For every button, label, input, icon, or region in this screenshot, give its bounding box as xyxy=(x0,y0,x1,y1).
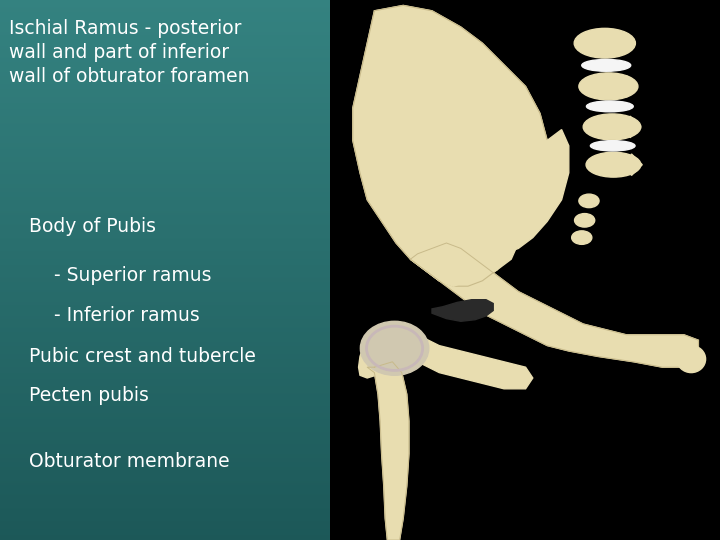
Ellipse shape xyxy=(590,140,635,151)
Text: Pubic crest and tubercle: Pubic crest and tubercle xyxy=(29,347,256,366)
Text: Ischial Ramus - posterior
wall and part of inferior
wall of obturator foramen: Ischial Ramus - posterior wall and part … xyxy=(9,19,249,86)
Polygon shape xyxy=(468,130,569,254)
Polygon shape xyxy=(626,76,637,97)
Polygon shape xyxy=(410,211,518,286)
Ellipse shape xyxy=(579,73,638,100)
Text: Body of Pubis: Body of Pubis xyxy=(29,217,156,237)
Text: Pecten pubis: Pecten pubis xyxy=(29,386,148,405)
Polygon shape xyxy=(410,243,698,367)
Text: Obturator membrane: Obturator membrane xyxy=(29,452,230,471)
Ellipse shape xyxy=(575,28,635,58)
Ellipse shape xyxy=(572,231,592,244)
Polygon shape xyxy=(403,335,533,389)
Ellipse shape xyxy=(575,213,595,227)
Ellipse shape xyxy=(586,152,641,177)
Ellipse shape xyxy=(579,194,599,207)
Polygon shape xyxy=(623,32,634,54)
Ellipse shape xyxy=(587,101,634,112)
Text: - Superior ramus: - Superior ramus xyxy=(54,266,212,285)
Polygon shape xyxy=(629,116,641,138)
Ellipse shape xyxy=(582,59,631,71)
Polygon shape xyxy=(432,300,493,321)
Polygon shape xyxy=(353,5,547,286)
Ellipse shape xyxy=(677,346,706,373)
Text: - Inferior ramus: - Inferior ramus xyxy=(54,306,199,326)
Ellipse shape xyxy=(361,321,429,375)
Polygon shape xyxy=(367,362,409,540)
Polygon shape xyxy=(630,154,642,176)
Polygon shape xyxy=(359,335,378,378)
Ellipse shape xyxy=(583,114,641,140)
